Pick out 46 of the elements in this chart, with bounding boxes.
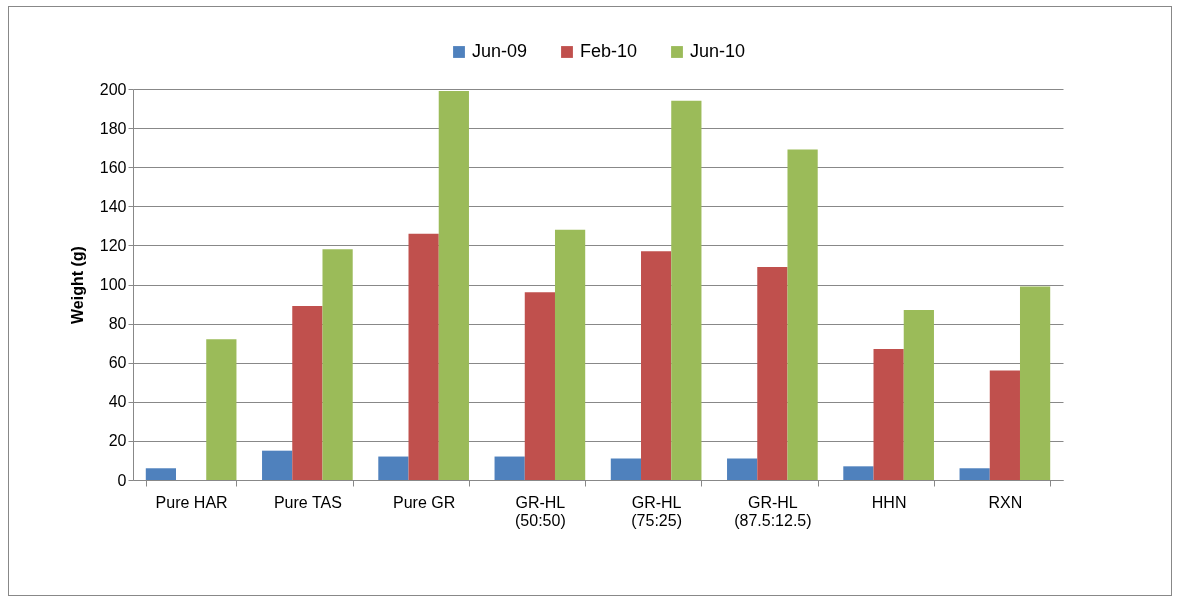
bar [262,450,293,480]
x-tick-label: RXN [988,493,1023,511]
y-tick-label: 180 [99,119,127,137]
bar [903,309,934,480]
x-tick-label: GR-HL (75:25) [631,493,682,529]
bar [610,458,642,480]
bar [206,339,237,480]
bar [145,468,177,480]
x-tick-label: HHN [871,493,907,511]
y-tick-label: 160 [99,158,127,176]
bar [843,466,874,480]
y-axis-title: Weight (g) [68,246,86,324]
x-tick-label: GR-HL (87.5:12.5) [734,493,812,529]
legend-label: Jun-09 [472,41,528,61]
bar [757,266,788,480]
x-tick-label: Pure GR [393,493,456,511]
bar [322,249,353,480]
y-tick-label: 140 [99,197,127,215]
bar [989,370,1020,480]
bar [959,468,990,480]
x-tick-label: Pure TAS [273,493,342,511]
y-tick-label: 40 [108,393,127,411]
bar [554,229,586,480]
bar [671,100,702,480]
y-tick-label: 100 [99,276,127,293]
bar [408,233,439,480]
bar [494,456,525,480]
bar [524,292,555,480]
y-tick-label: 80 [108,315,127,333]
y-tick-label: 120 [99,236,127,254]
bar [1019,286,1051,480]
y-tick-label: 0 [117,471,127,489]
bar [438,90,469,480]
y-tick-label: 200 [99,80,127,98]
bar [873,349,904,480]
bar [641,251,672,480]
bar [727,458,758,480]
bar [292,306,323,480]
y-tick-label: 60 [108,354,127,372]
y-tick-label: 20 [108,432,127,450]
bar [378,456,409,480]
bar [787,149,818,480]
x-tick-label: GR-HL (50:50) [515,493,566,529]
legend-label: Jun-10 [690,41,746,61]
legend-label: Feb-10 [580,41,638,61]
x-tick-label: Pure HAR [155,493,228,511]
